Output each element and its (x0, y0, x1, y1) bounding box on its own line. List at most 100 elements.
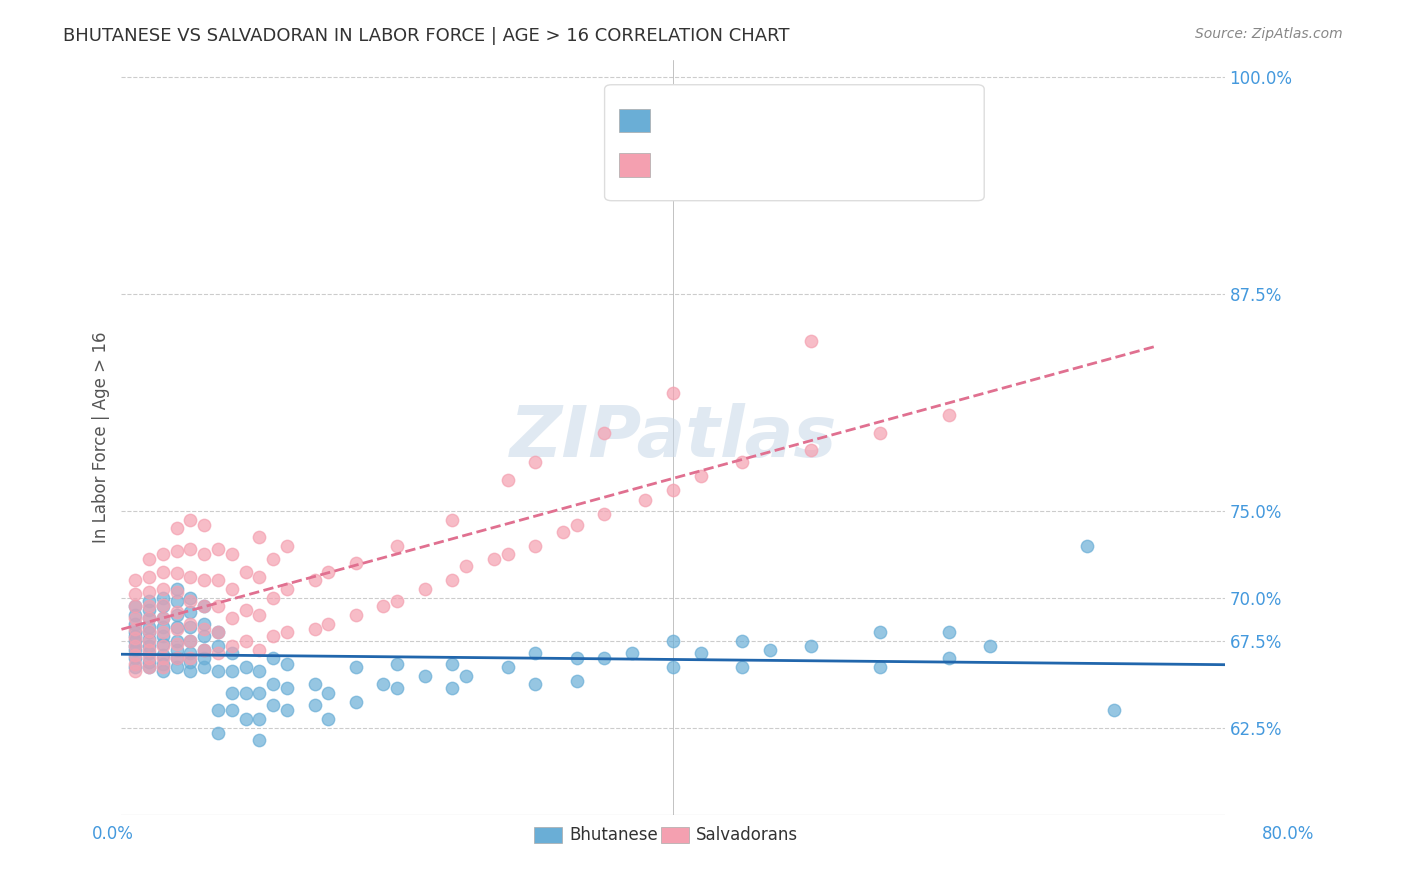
Point (179, 605, 201, 619)
Point (247, 712, 270, 726)
Point (235, 686, 257, 700)
Point (207, 646, 229, 660)
Point (207, 574, 229, 588)
Point (124, 607, 146, 622)
Point (124, 639, 146, 653)
Point (207, 599, 229, 614)
Point (124, 587, 146, 601)
Point (207, 703, 229, 717)
Point (207, 625, 229, 640)
Point (166, 660, 188, 674)
Point (124, 634, 146, 648)
Point (166, 620, 188, 634)
Point (938, 625, 960, 640)
Point (318, 686, 340, 700)
Point (869, 660, 891, 674)
Point (496, 547, 519, 561)
Point (441, 681, 464, 695)
Point (152, 611, 174, 625)
Point (869, 425, 891, 440)
Point (262, 651, 284, 665)
Point (152, 664, 174, 678)
Point (166, 607, 188, 622)
Point (138, 642, 160, 657)
Point (138, 624, 160, 638)
Point (166, 622, 188, 636)
Point (179, 591, 201, 605)
Point (318, 565, 340, 579)
Point (262, 677, 284, 691)
Point (193, 622, 215, 636)
Point (221, 664, 243, 678)
Point (138, 646, 160, 660)
Point (276, 539, 298, 553)
Point (247, 642, 270, 657)
Point (124, 639, 146, 653)
Point (193, 642, 215, 657)
Point (166, 521, 188, 535)
Point (193, 574, 215, 588)
Point (166, 594, 188, 608)
Point (152, 599, 174, 614)
Point (551, 524, 574, 539)
Point (800, 334, 823, 348)
Point (221, 582, 243, 596)
Point (304, 622, 326, 636)
Point (179, 664, 201, 678)
Point (152, 582, 174, 596)
Point (524, 455, 547, 469)
Point (152, 598, 174, 612)
Point (235, 634, 257, 648)
Point (304, 698, 326, 713)
Text: Source: ZipAtlas.com: Source: ZipAtlas.com (1195, 27, 1343, 41)
Point (138, 632, 160, 647)
Point (152, 660, 174, 674)
Point (235, 712, 257, 726)
Point (276, 681, 298, 695)
Point (662, 385, 685, 400)
Point (124, 657, 146, 671)
Point (304, 677, 326, 691)
Point (193, 616, 215, 631)
Point (138, 585, 160, 599)
Point (193, 599, 215, 614)
Point (758, 642, 780, 657)
Point (373, 677, 395, 691)
Point (193, 642, 215, 657)
Point (387, 681, 409, 695)
Point (166, 566, 188, 581)
Point (482, 552, 505, 566)
Point (731, 455, 754, 469)
Point (496, 473, 519, 487)
Point (207, 541, 229, 556)
Point (221, 547, 243, 561)
Point (166, 651, 188, 665)
Point (276, 703, 298, 717)
Point (276, 657, 298, 671)
Point (221, 686, 243, 700)
Point (138, 634, 160, 648)
Point (1076, 539, 1098, 553)
Point (166, 634, 188, 648)
Point (565, 651, 588, 665)
Point (318, 616, 340, 631)
Point (138, 599, 160, 614)
Point (179, 570, 201, 584)
Point (152, 565, 174, 579)
Point (276, 582, 298, 596)
Point (344, 660, 367, 674)
Point (247, 664, 270, 678)
Point (193, 660, 215, 674)
Point (221, 639, 243, 653)
Point (938, 409, 960, 423)
Point (124, 629, 146, 643)
Point (800, 443, 823, 458)
Point (235, 660, 257, 674)
Point (441, 512, 464, 526)
Point (152, 620, 174, 634)
Point (689, 646, 711, 660)
Point (938, 651, 960, 665)
Point (124, 642, 146, 657)
Point (593, 425, 616, 440)
Point (662, 483, 685, 497)
